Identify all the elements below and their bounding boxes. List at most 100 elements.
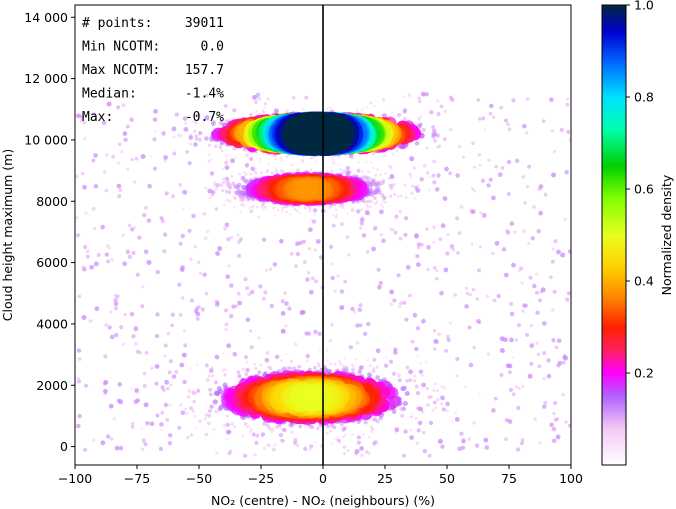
stat-label: Max: xyxy=(82,110,113,125)
scatter-point xyxy=(367,199,371,203)
scatter-point xyxy=(552,411,556,416)
scatter-point xyxy=(329,244,334,249)
scatter-point xyxy=(246,425,250,429)
scatter-point xyxy=(564,420,568,424)
scatter-point xyxy=(133,399,139,405)
scatter-point xyxy=(507,127,512,132)
scatter-point xyxy=(345,165,350,170)
scatter-point xyxy=(487,158,491,162)
scatter-point xyxy=(160,219,165,224)
scatter-point xyxy=(302,107,305,111)
colorbar-tick-label: 0.8 xyxy=(634,90,654,105)
scatter-point xyxy=(265,423,270,428)
scatter-point xyxy=(308,289,314,295)
scatter-point xyxy=(245,360,249,364)
stat-value: 0.0 xyxy=(201,40,224,55)
scatter-point xyxy=(517,269,521,273)
scatter-point xyxy=(380,181,385,186)
scatter-point xyxy=(432,225,436,229)
scatter-point xyxy=(509,311,515,317)
scatter-point xyxy=(170,312,175,317)
scatter-point xyxy=(339,305,345,311)
scatter-point xyxy=(226,237,231,242)
scatter-point xyxy=(503,272,509,278)
scatter-point xyxy=(209,368,214,374)
y-axis-label: Cloud height maximum (m) xyxy=(0,149,15,321)
scatter-point xyxy=(210,115,213,118)
scatter-point xyxy=(191,120,195,123)
scatter-point xyxy=(129,117,134,122)
scatter-point xyxy=(222,180,226,184)
scatter-point xyxy=(162,249,167,254)
scatter-point xyxy=(231,181,236,186)
scatter-point xyxy=(194,134,199,139)
scatter-point xyxy=(421,128,426,132)
scatter-point xyxy=(491,115,496,120)
scatter-point xyxy=(75,216,79,220)
scatter-point xyxy=(295,209,299,212)
scatter-point xyxy=(223,203,226,207)
scatter-point xyxy=(432,400,437,405)
scatter-point xyxy=(288,213,292,216)
scatter-point xyxy=(224,189,229,194)
scatter-point xyxy=(499,105,504,110)
scatter-point xyxy=(262,237,267,242)
scatter-point xyxy=(419,362,423,365)
scatter-point xyxy=(182,329,186,333)
scatter-point xyxy=(525,97,530,101)
scatter-point xyxy=(89,264,94,270)
scatter-point xyxy=(341,426,347,432)
scatter-point xyxy=(488,177,493,182)
scatter-point xyxy=(400,386,406,392)
scatter-point xyxy=(404,317,409,322)
scatter-point xyxy=(163,155,169,160)
scatter-point xyxy=(280,438,285,443)
colorbar-ticks: 0.2 0.4 0.6 0.8 1.0 xyxy=(626,0,654,381)
scatter-point xyxy=(81,315,87,320)
scatter-point xyxy=(233,425,236,429)
scatter-point xyxy=(520,281,524,285)
scatter-point xyxy=(409,415,414,419)
scatter-point xyxy=(521,384,525,388)
scatter-point xyxy=(221,188,225,193)
scatter-point xyxy=(191,213,196,219)
scatter-point xyxy=(421,410,425,414)
scatter-point xyxy=(301,239,306,244)
scatter-point xyxy=(232,206,236,209)
scatter-point xyxy=(232,146,237,151)
scatter-point xyxy=(481,116,486,121)
scatter-point xyxy=(552,289,557,294)
scatter-point xyxy=(530,236,535,241)
scatter-point xyxy=(130,387,133,391)
scatter-point xyxy=(184,407,188,411)
scatter-point xyxy=(425,146,429,150)
scatter-point xyxy=(88,319,93,323)
scatter-point xyxy=(77,357,82,361)
scatter-point xyxy=(150,366,154,371)
scatter-point xyxy=(372,417,377,422)
scatter-point xyxy=(440,395,445,401)
x-tick-label: −100 xyxy=(58,471,92,486)
stat-label: Median: xyxy=(82,87,137,102)
x-axis: −100 −75 −50 −25 0 25 50 75 100 xyxy=(58,465,583,486)
scatter-point xyxy=(420,91,426,97)
scatter-point xyxy=(172,151,177,156)
scatter-point xyxy=(198,137,202,142)
scatter-point xyxy=(549,422,554,428)
scatter-point xyxy=(146,218,152,223)
scatter-point xyxy=(207,413,212,418)
scatter-point xyxy=(251,432,256,437)
scatter-point xyxy=(453,293,458,297)
scatter-point xyxy=(245,286,250,291)
scatter-point xyxy=(170,323,175,328)
scatter-point xyxy=(265,351,270,355)
scatter-point xyxy=(330,442,334,445)
scatter-point xyxy=(348,345,354,350)
scatter-point xyxy=(313,329,318,335)
scatter-point xyxy=(152,166,158,171)
scatter-point xyxy=(204,93,209,98)
scatter-point xyxy=(382,195,387,200)
scatter-point xyxy=(364,176,368,181)
scatter-point xyxy=(266,443,271,448)
scatter-point xyxy=(280,209,284,213)
